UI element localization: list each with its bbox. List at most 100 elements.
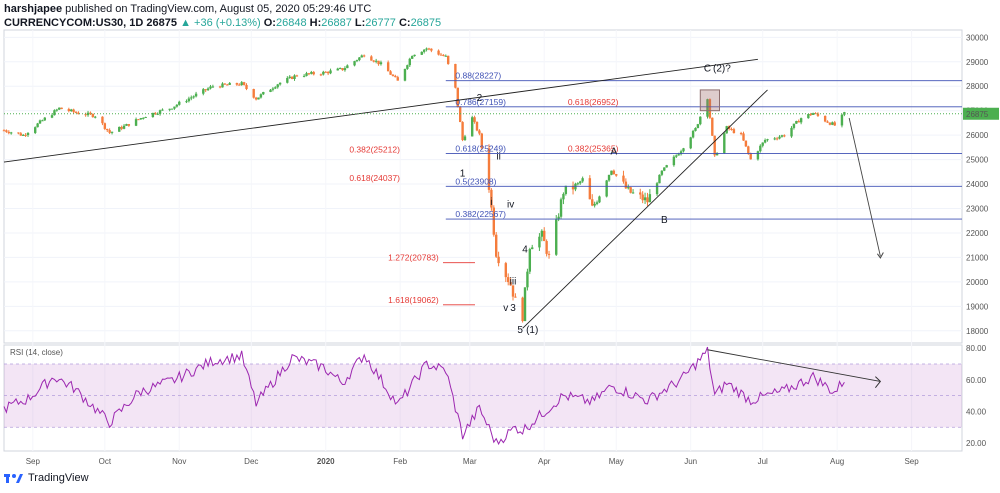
fib-level-label: 1.272(20783) [388,253,439,263]
candle-body [310,72,313,74]
close-value: 26875 [410,17,442,29]
candle-body [444,55,447,57]
trendline-support [522,89,768,329]
candle-body [823,115,827,122]
candle-body [103,123,107,129]
time-tick-label: Apr [538,457,551,466]
fib-level-label: 1.618(19062) [388,295,439,305]
candle-body [394,75,397,78]
candle-body [639,192,642,195]
candles-group [2,47,846,323]
candle-body [26,132,30,136]
candle-body [557,216,560,220]
candle-body [646,197,649,203]
candle-body [792,123,796,128]
candle-body [663,167,666,171]
candle-body [579,181,582,184]
candle-body [413,54,416,57]
candle-body [699,116,702,125]
candle-body [70,109,73,112]
candle-body [322,71,325,75]
last-price-tag-text: 26875 [966,110,989,119]
candle-body [60,107,63,110]
time-tick-label: Feb [393,457,407,466]
candle-body [487,148,491,190]
candle-body [235,83,239,85]
candle-body [142,117,145,119]
candle-body [168,108,171,110]
candle-body [742,133,745,141]
candle-body [67,109,71,112]
candle-body [242,82,246,85]
time-tick-label: 2020 [317,457,335,466]
candle-body [91,113,95,118]
candle-body [691,130,695,138]
candle-body [274,87,277,89]
candle-body [329,70,332,74]
wave-label: v [503,303,508,314]
candle-body [790,127,793,137]
wave-label: B [661,215,668,226]
high-label: H: [309,17,322,29]
candle-body [615,174,618,176]
chart-header: harshjapee published on TradingView.com,… [4,2,441,30]
time-tick-label: Sep [904,457,919,466]
candle-body [101,116,104,124]
rsi-title: RSI (14, close) [10,348,63,357]
candle-body [17,132,20,134]
candle-body [766,139,769,141]
wave-label: C [704,64,711,75]
time-tick-label: Oct [99,457,112,466]
candle-body [7,131,11,134]
candle-body [319,74,323,76]
time-tick-label: Sep [26,457,41,466]
candle-body [521,297,524,322]
candle-body [374,60,378,62]
tradingview-logo-icon [4,474,23,483]
wave-label: A [611,147,618,158]
candle-body [723,133,726,153]
candle-body [749,153,752,160]
symbol-label: CURRENCYCOM:US30, 1D [4,17,144,29]
candle-body [192,96,195,98]
candle-body [151,112,155,118]
wave-label: 4 [522,245,528,256]
candle-body [293,75,296,79]
wave-label: 1 [460,169,466,180]
price-tick-label: 24000 [966,180,989,189]
rsi-divergence-arrowhead [874,376,882,389]
candle-body [437,50,440,55]
candle-body [648,194,652,203]
low-value: 26777 [365,17,396,29]
candle-body [607,174,611,181]
candle-body [730,128,733,130]
candle-body [831,122,834,125]
candle-body [202,89,205,94]
candle-body [36,123,39,128]
candle-body [403,68,407,81]
tradingview-brand[interactable]: TradingView [28,472,89,484]
candle-body [814,113,817,115]
candle-body [430,48,433,51]
candle-body [5,130,8,132]
candle-body [660,170,664,175]
candle-body [134,119,138,126]
candle-body [732,129,736,134]
candle-body [307,73,311,75]
candle-body [326,71,330,74]
author-name[interactable]: harshjapee [4,3,63,15]
candle-body [336,68,339,71]
time-tick-label: Jun [684,457,697,466]
candle-body [343,68,347,71]
candle-body [120,126,123,129]
candle-body [252,89,255,98]
candle-body [458,106,462,123]
price-tick-label: 29000 [966,58,989,67]
candle-body [221,83,224,88]
candle-body [386,62,390,72]
candle-body [627,187,630,189]
price-change: ▲ +36 (+0.13%) [180,17,261,29]
candle-body [271,88,275,90]
candle-body [811,113,815,115]
